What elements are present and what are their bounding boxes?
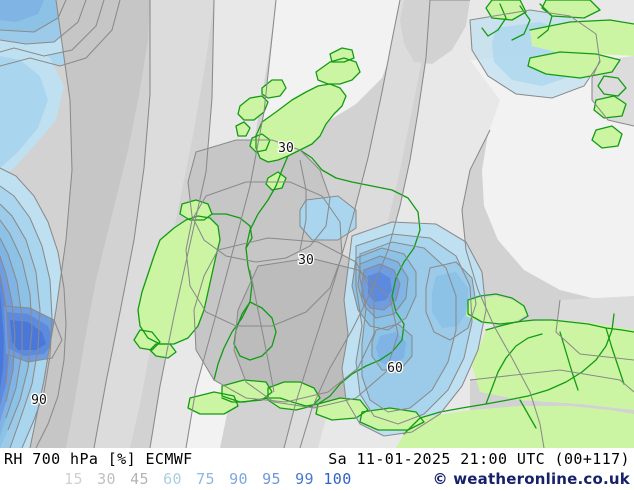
contour-label: 30 (298, 253, 314, 268)
relative-humidity-map[interactable]: 30 30 60 90 (0, 0, 634, 448)
footer-legend-row: 15 30 45 60 75 90 95 99 100 © weatheronl… (0, 469, 634, 490)
land-fill-layer (134, 0, 634, 448)
legend-tick-15: 15 (64, 470, 83, 488)
contour-line-layer (0, 0, 634, 448)
map-footer: RH 700 hPa [%] ECMWF Sa 11-01-2025 21:00… (0, 448, 634, 490)
legend-tick-45: 45 (130, 470, 149, 488)
contour-label: 90 (31, 393, 47, 408)
legend-tick-100: 100 (323, 470, 352, 488)
contour-label: 30 (278, 141, 294, 156)
legend-tick-99: 99 (295, 470, 314, 488)
chart-title: RH 700 hPa [%] ECMWF (4, 450, 193, 468)
legend-tick-30: 30 (97, 470, 116, 488)
contour-label: 60 (387, 361, 403, 376)
legend-tick-90: 90 (229, 470, 248, 488)
colour-scale-legend: 15 30 45 60 75 90 95 99 100 (57, 470, 354, 488)
footer-title-row: RH 700 hPa [%] ECMWF Sa 11-01-2025 21:00… (0, 448, 634, 469)
coastline-layer (133, 0, 634, 435)
legend-tick-95: 95 (262, 470, 281, 488)
contour-labels-layer: 30 30 60 90 (30, 140, 404, 410)
legend-tick-60: 60 (163, 470, 182, 488)
legend-tick-75: 75 (196, 470, 215, 488)
weather-map-canvas[interactable]: 30 30 60 90 (0, 0, 634, 448)
valid-time-label: Sa 11-01-2025 21:00 UTC (00+117) (328, 450, 630, 468)
copyright-notice[interactable]: © weatheronline.co.uk (432, 470, 630, 488)
